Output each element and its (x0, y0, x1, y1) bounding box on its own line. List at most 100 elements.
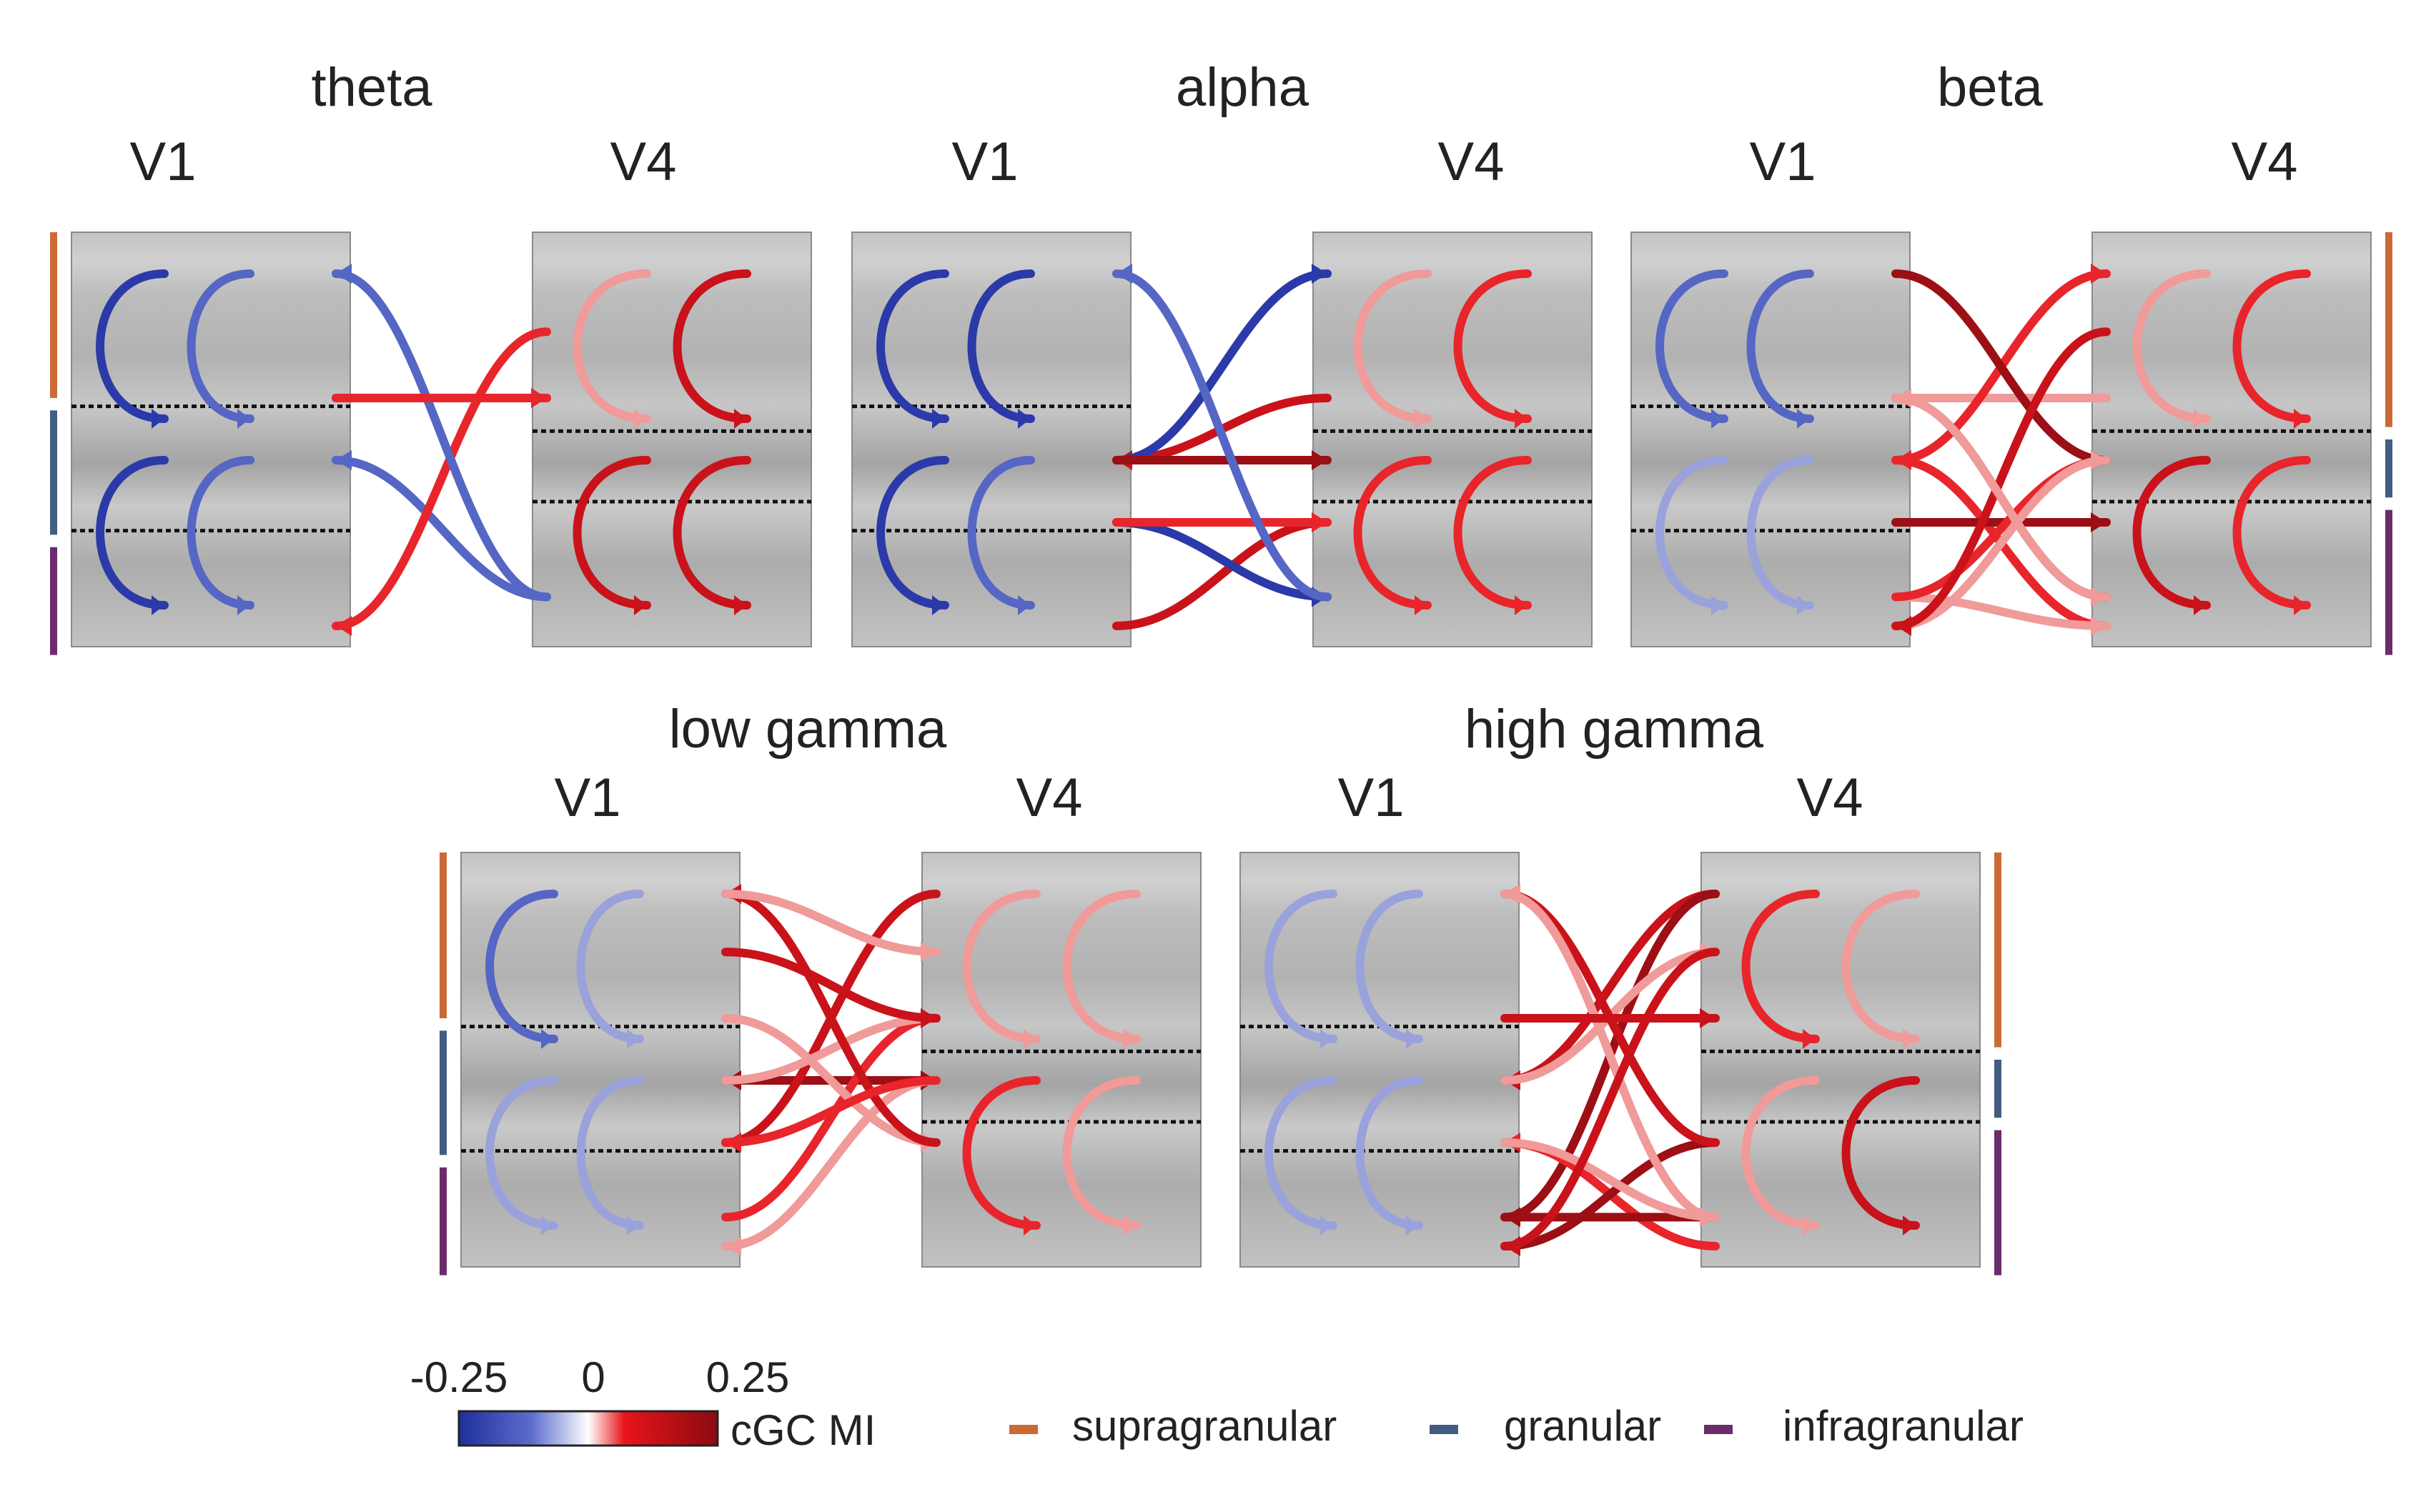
connection-arrow (485, 1076, 558, 1230)
arrowhead (2091, 587, 2106, 607)
connectivity-arrows (96, 264, 751, 636)
connection-arrow (962, 890, 1041, 1043)
arrowhead (1312, 512, 1327, 532)
connection-arrow (1891, 269, 2111, 464)
connection-arrow (576, 1076, 644, 1230)
connection-arrow (2132, 456, 2211, 610)
connection-arrow (1891, 456, 2111, 630)
connection-arrow (1500, 890, 1720, 1222)
connection-arrow (573, 269, 651, 423)
arrowhead (336, 616, 352, 636)
connectivity-arrows (485, 884, 1141, 1256)
connection-arrow (1891, 327, 2111, 630)
v1-label: V1 (1750, 131, 1816, 192)
panel-title: low gamma (669, 699, 947, 760)
arrowhead (1803, 1029, 1816, 1049)
v4-label: V4 (1438, 131, 1505, 192)
legend-label-granular: granular (1504, 1402, 1661, 1450)
arrowhead (1406, 1215, 1419, 1235)
arrowhead (921, 942, 936, 963)
connection-arrow (967, 269, 1035, 423)
arrowhead (1896, 616, 1911, 636)
connection-arrow (1062, 1076, 1141, 1230)
arrowhead (1711, 595, 1724, 615)
legend-swatch-infragranular (1704, 1425, 1733, 1434)
arrowhead (1018, 595, 1031, 615)
colorbar-min-label: -0.25 (410, 1353, 508, 1401)
arrowhead (237, 409, 250, 429)
connectivity-arrows (876, 264, 1532, 630)
v1-cortex-box (71, 232, 351, 647)
arrowhead (634, 595, 647, 615)
connection-arrow (1841, 1076, 1920, 1230)
arrowhead (1018, 409, 1031, 429)
arrowhead (627, 1029, 640, 1049)
connection-arrow (576, 890, 644, 1043)
connection-arrow (1655, 456, 1728, 610)
arrowhead (1406, 1029, 1419, 1049)
v4-cortex-box (1312, 232, 1593, 647)
connection-arrow (1741, 890, 1820, 1043)
arrowhead (2091, 264, 2106, 284)
arrowhead (2091, 450, 2106, 470)
legend-swatch-supragranular (1009, 1425, 1038, 1434)
connection-arrow (1264, 1076, 1337, 1230)
connection-arrow (1746, 456, 1814, 610)
v1-label: V1 (1338, 767, 1405, 828)
connection-arrow (2132, 269, 2211, 423)
connection-arrow (1355, 890, 1423, 1043)
arrowhead (1797, 409, 1810, 429)
cortex-background (921, 852, 1202, 1268)
connection-arrow (721, 1076, 941, 1250)
arrowhead (237, 595, 250, 615)
colorbar: -0.25 0 0.25 cGC MI (410, 1353, 876, 1454)
connectivity-arrows (1264, 884, 1920, 1256)
arrowhead (734, 595, 747, 615)
colorbar-title: cGC MI (731, 1406, 876, 1454)
panel-title: alpha (1176, 57, 1309, 118)
colorbar-max-label: 0.25 (706, 1353, 790, 1401)
connection-arrow (1353, 269, 1432, 423)
connection-arrow (96, 269, 169, 423)
arrowhead (1515, 409, 1528, 429)
connection-arrow (721, 1076, 941, 1147)
colorbar-gradient (457, 1410, 719, 1447)
arrowhead (1505, 884, 1520, 904)
v4-cortex-box (2091, 232, 2372, 647)
arrowhead (2294, 595, 2307, 615)
arrowhead (1505, 1236, 1520, 1256)
arrowhead (1505, 1207, 1520, 1228)
panel-low-gamma: low gamma V1 V4 (440, 699, 1202, 1275)
cortex-background (460, 852, 741, 1268)
arrowhead (1124, 1029, 1137, 1049)
arrowhead (336, 450, 352, 470)
connection-arrow (962, 1076, 1041, 1230)
v1-label: V1 (555, 767, 621, 828)
cortex-background (71, 232, 351, 647)
cortex-background (1312, 232, 1593, 647)
connection-arrow (1655, 269, 1728, 423)
connection-arrow (187, 269, 254, 423)
panel-high-gamma: high gamma V1 V4 (1239, 699, 2001, 1275)
panel-beta: beta V1 V4 (1630, 57, 2392, 655)
v1-cortex-box (1239, 852, 1520, 1268)
arrowhead (1124, 1215, 1137, 1235)
connection-arrow (673, 269, 751, 423)
connection-arrow (1112, 269, 1332, 464)
connection-arrow (876, 269, 949, 423)
connectivity-arrows (1655, 264, 2311, 636)
connection-arrow (485, 890, 558, 1043)
arrowhead (734, 409, 747, 429)
legend-label-infragranular: infragranular (1783, 1402, 2024, 1450)
connection-arrow (332, 456, 551, 602)
v4-label: V4 (2232, 131, 2298, 192)
cortex-background (2091, 232, 2372, 647)
connection-arrow (673, 456, 751, 610)
arrowhead (2091, 512, 2106, 532)
v1-label: V1 (130, 131, 197, 192)
connection-arrow (96, 456, 169, 610)
arrowhead (1711, 409, 1724, 429)
connection-arrow (967, 456, 1035, 610)
connection-arrow (1891, 592, 2111, 630)
connection-arrow (1062, 890, 1141, 1043)
